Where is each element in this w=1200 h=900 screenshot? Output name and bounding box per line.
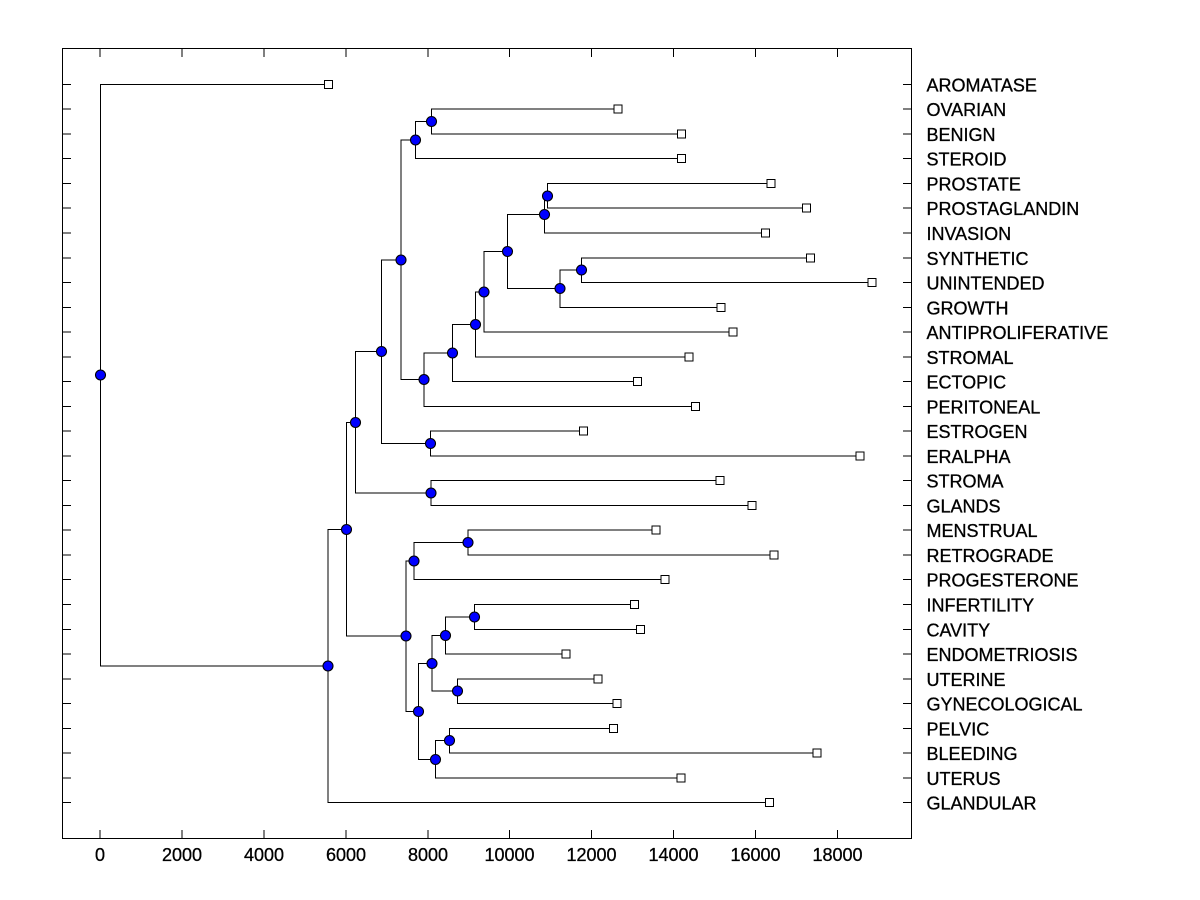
svg-text:INFERTILITY: INFERTILITY [927,596,1035,616]
svg-text:PERITONEAL: PERITONEAL [927,398,1041,418]
svg-text:STROMAL: STROMAL [927,348,1014,368]
svg-text:10000: 10000 [484,845,534,865]
svg-text:UTERUS: UTERUS [927,769,1001,789]
svg-text:SYNTHETIC: SYNTHETIC [927,249,1029,269]
svg-text:0: 0 [95,845,105,865]
svg-text:GYNECOLOGICAL: GYNECOLOGICAL [927,695,1083,715]
svg-text:12000: 12000 [566,845,616,865]
svg-text:UTERINE: UTERINE [927,670,1006,690]
svg-text:ESTROGEN: ESTROGEN [927,422,1028,442]
svg-text:CAVITY: CAVITY [927,621,991,641]
svg-text:AROMATASE: AROMATASE [927,76,1037,96]
svg-text:4000: 4000 [244,845,284,865]
svg-text:8000: 8000 [408,845,448,865]
svg-text:ENDOMETRIOSIS: ENDOMETRIOSIS [927,645,1078,665]
svg-text:MENSTRUAL: MENSTRUAL [927,521,1038,541]
svg-text:ANTIPROLIFERATIVE: ANTIPROLIFERATIVE [927,323,1109,343]
svg-text:RETROGRADE: RETROGRADE [927,546,1054,566]
svg-text:16000: 16000 [730,845,780,865]
svg-text:14000: 14000 [648,845,698,865]
svg-text:PROSTATE: PROSTATE [927,175,1021,195]
svg-text:PROSTAGLANDIN: PROSTAGLANDIN [927,199,1080,219]
svg-text:OVARIAN: OVARIAN [927,100,1007,120]
svg-text:STROMA: STROMA [927,472,1004,492]
svg-text:BLEEDING: BLEEDING [927,744,1018,764]
svg-text:2000: 2000 [162,845,202,865]
svg-text:ECTOPIC: ECTOPIC [927,373,1007,393]
svg-text:GLANDS: GLANDS [927,497,1001,517]
svg-text:BENIGN: BENIGN [927,125,996,145]
svg-text:6000: 6000 [326,845,366,865]
svg-text:PELVIC: PELVIC [927,720,990,740]
svg-text:INVASION: INVASION [927,224,1012,244]
svg-text:GROWTH: GROWTH [927,299,1009,319]
svg-text:PROGESTERONE: PROGESTERONE [927,571,1079,591]
svg-text:18000: 18000 [812,845,862,865]
svg-text:GLANDULAR: GLANDULAR [927,794,1037,814]
svg-text:STEROID: STEROID [927,150,1007,170]
svg-text:UNINTENDED: UNINTENDED [927,274,1045,294]
svg-text:ERALPHA: ERALPHA [927,447,1011,467]
